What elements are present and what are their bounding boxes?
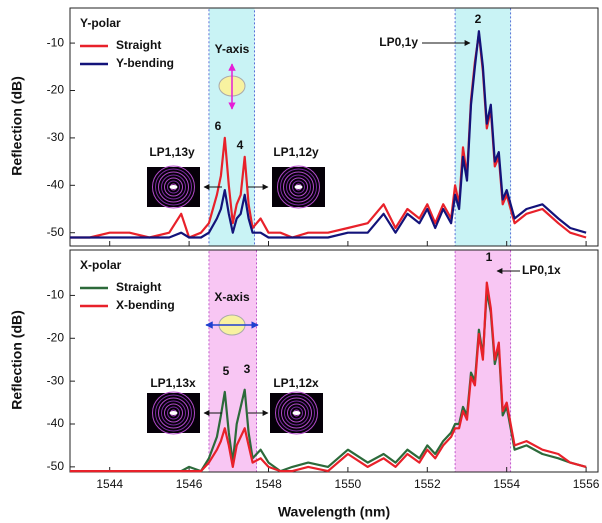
y-tick-label: -50 [47, 225, 65, 239]
y-tick-label: -50 [47, 459, 65, 473]
annotation: 4 [237, 138, 244, 152]
x-tick-label: 1554 [493, 477, 520, 491]
panel-title: Y-polar [80, 16, 121, 30]
annotation: 1 [486, 250, 493, 264]
legend-label: Y-bending [116, 56, 174, 70]
annotation: LP0,1y [379, 35, 418, 49]
y-axis-label: Reflection (dB) [9, 76, 25, 176]
shaded-region [455, 8, 511, 246]
y-tick-label: -20 [47, 83, 65, 97]
x-tick-label: 1556 [573, 477, 600, 491]
annotation: X-axis [214, 290, 250, 304]
annotation: 2 [475, 12, 482, 26]
panel-title: X-polar [80, 258, 122, 272]
shaded-region [455, 250, 511, 472]
y-tick-label: -20 [47, 330, 65, 344]
annotation: 3 [244, 362, 251, 376]
y-tick-label: -10 [47, 35, 65, 49]
x-tick-label: 1552 [414, 477, 441, 491]
annotation: LP0,1x [522, 263, 561, 277]
annotation: 5 [223, 364, 230, 378]
x-tick-label: 1544 [96, 477, 123, 491]
annotation: LP1,13x [150, 376, 196, 390]
annotation: LP1,12y [273, 145, 319, 159]
annotation: LP1,13y [149, 145, 195, 159]
y-axis-label: Reflection (dB) [9, 310, 25, 410]
mode-core [293, 411, 301, 415]
y-tick-label: -30 [47, 130, 65, 144]
legend-label: Straight [116, 280, 161, 294]
annotation: 6 [215, 119, 222, 133]
mode-core [170, 185, 178, 189]
x-tick-label: 1548 [255, 477, 282, 491]
y-tick-label: -10 [47, 288, 65, 302]
annotation: LP1,12x [273, 376, 319, 390]
mode-core [170, 411, 178, 415]
mode-core [295, 185, 303, 189]
legend-label: Straight [116, 38, 161, 52]
x-tick-label: 1550 [335, 477, 362, 491]
legend-label: X-bending [116, 298, 175, 312]
y-tick-label: -40 [47, 416, 65, 430]
x-axis-label: Wavelength (nm) [278, 504, 390, 520]
annotation: Y-axis [215, 42, 250, 56]
x-tick-label: 1546 [176, 477, 203, 491]
y-tick-label: -40 [47, 177, 65, 191]
y-tick-label: -30 [47, 373, 65, 387]
figure: -50 -40 -30 -20 -10 Reflection (dB) Y-polar Str… [0, 0, 602, 523]
